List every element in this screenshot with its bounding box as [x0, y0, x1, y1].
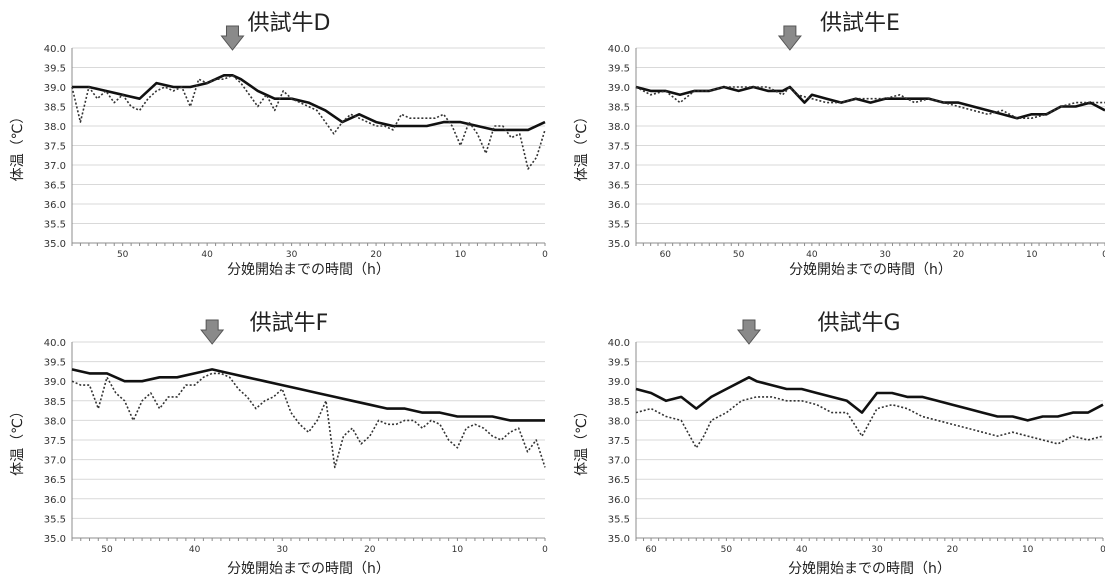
y-tick-label: 38.5 [44, 397, 66, 408]
y-tick-label: 39.0 [608, 83, 630, 94]
series-line-dotted [71, 372, 546, 469]
x-tick-label: 20 [953, 250, 965, 260]
x-tick-label: 10 [1022, 545, 1034, 555]
y-tick-label: 35.0 [608, 239, 630, 250]
y-axis-label: 体温（℃） [574, 404, 590, 476]
chart-panel-4: 供試牛G 35.0 35.5 36.0 36.5 37.0 37.5 38.0 38.5 39.0… [574, 311, 1105, 577]
y-tick-label: 38.5 [608, 103, 630, 114]
x-tick-label: 0 [1100, 545, 1105, 555]
y-tick-label: 39.0 [608, 377, 630, 388]
y-tick-label: 40.0 [608, 338, 630, 349]
y-tick-label: 35.0 [608, 534, 630, 545]
x-tick-label: 30 [879, 250, 891, 260]
x-axis-label: 分娩開始までの時間（h） [788, 561, 951, 577]
x-axis-label: 分娩開始までの時間（h） [227, 262, 390, 278]
x-tick-label: 40 [796, 545, 808, 555]
y-tick-label: 35.0 [44, 534, 66, 545]
series-line-solid [71, 368, 545, 422]
y-tick-label: 38.0 [44, 122, 66, 133]
chart-panel-2: 供試牛E 35.0 35.5 36.0 36.5 37.0 37.5 38.0 38.5 39.0… [574, 11, 1105, 278]
y-tick-label: 37.0 [608, 161, 630, 172]
y-tick-label: 37.5 [608, 142, 630, 153]
y-tick-label: 39.5 [44, 64, 66, 75]
x-tick-label: 40 [806, 250, 818, 260]
arrow-down-icon [220, 25, 245, 51]
chart-title: 供試牛G [817, 311, 900, 336]
series-line-solid [72, 74, 546, 132]
y-tick-label: 37.5 [44, 436, 66, 447]
y-tick-label: 39.5 [608, 64, 630, 75]
series-line-dotted [635, 86, 1105, 119]
x-tick-label: 10 [1026, 250, 1038, 260]
y-tick-label: 36.0 [608, 200, 630, 211]
y-tick-label: 37.0 [44, 456, 66, 467]
y-tick-label: 35.0 [44, 239, 66, 250]
x-tick-label: 0 [542, 250, 548, 260]
x-axis-label: 分娩開始までの時間（h） [789, 262, 952, 278]
chart-title: 供試牛D [248, 11, 331, 36]
x-tick-label: 20 [370, 250, 382, 260]
x-tick-label: 50 [101, 545, 113, 555]
y-tick-label: 37.5 [608, 436, 630, 447]
y-tick-label: 36.5 [44, 181, 66, 192]
x-tick-label: 0 [542, 545, 548, 555]
y-tick-label: 38.0 [608, 122, 630, 133]
y-tick-label: 37.5 [44, 142, 66, 153]
y-tick-label: 36.0 [608, 495, 630, 506]
y-axis-label: 体温（℃） [10, 404, 26, 476]
x-axis-label: 分娩開始までの時間（h） [227, 561, 390, 577]
x-tick-label: 10 [455, 250, 467, 260]
y-tick-label: 40.0 [44, 338, 66, 349]
y-tick-label: 38.0 [44, 416, 66, 427]
y-tick-label: 37.0 [44, 161, 66, 172]
x-tick-label: 30 [276, 545, 288, 555]
series-line-solid [635, 375, 1104, 422]
x-tick-label: 0 [1102, 250, 1105, 260]
y-tick-label: 38.0 [608, 416, 630, 427]
x-tick-label: 20 [947, 545, 959, 555]
chart-title: 供試牛E [820, 11, 900, 36]
y-tick-label: 35.5 [608, 514, 630, 525]
chart-panel-3: 供試牛F 35.0 35.5 36.0 36.5 37.0 37.5 38.0 38.5 39.0… [10, 311, 548, 577]
y-axis-label: 体温（℃） [10, 110, 26, 182]
x-tick-label: 40 [201, 250, 213, 260]
y-tick-label: 39.5 [608, 358, 630, 369]
x-tick-label: 20 [364, 545, 376, 555]
y-tick-label: 36.5 [608, 475, 630, 486]
y-tick-label: 37.0 [608, 456, 630, 467]
y-tick-label: 36.5 [44, 475, 66, 486]
y-tick-label: 36.0 [44, 495, 66, 506]
x-tick-label: 50 [721, 545, 733, 555]
x-tick-label: 60 [660, 250, 672, 260]
arrow-down-icon [200, 319, 225, 345]
x-tick-label: 60 [645, 545, 657, 555]
y-tick-label: 36.5 [608, 181, 630, 192]
y-tick-label: 39.0 [44, 83, 66, 94]
y-tick-label: 39.0 [44, 377, 66, 388]
x-tick-label: 10 [452, 545, 464, 555]
chart-title: 供試牛F [250, 311, 329, 336]
arrow-down-icon [777, 25, 802, 51]
y-tick-label: 35.5 [608, 220, 630, 231]
series-line-dotted [71, 74, 546, 170]
y-tick-label: 39.5 [44, 358, 66, 369]
y-tick-label: 40.0 [44, 44, 66, 55]
x-tick-label: 40 [189, 545, 201, 555]
chart-panel-1: 供試牛D 35.0 35.5 36.0 36.5 37.0 37.5 38.0 38.5 39.0… [10, 11, 548, 278]
arrow-down-icon [736, 319, 762, 345]
y-tick-label: 35.5 [44, 514, 66, 525]
x-tick-label: 50 [733, 250, 745, 260]
x-tick-label: 30 [286, 250, 298, 260]
x-tick-label: 30 [871, 545, 883, 555]
y-tick-label: 40.0 [608, 44, 630, 55]
y-tick-label: 38.5 [608, 397, 630, 408]
y-tick-label: 38.5 [44, 103, 66, 114]
y-tick-label: 36.0 [44, 200, 66, 211]
y-axis-label: 体温（℃） [574, 110, 590, 182]
y-tick-label: 35.5 [44, 220, 66, 231]
x-tick-label: 50 [117, 250, 129, 260]
